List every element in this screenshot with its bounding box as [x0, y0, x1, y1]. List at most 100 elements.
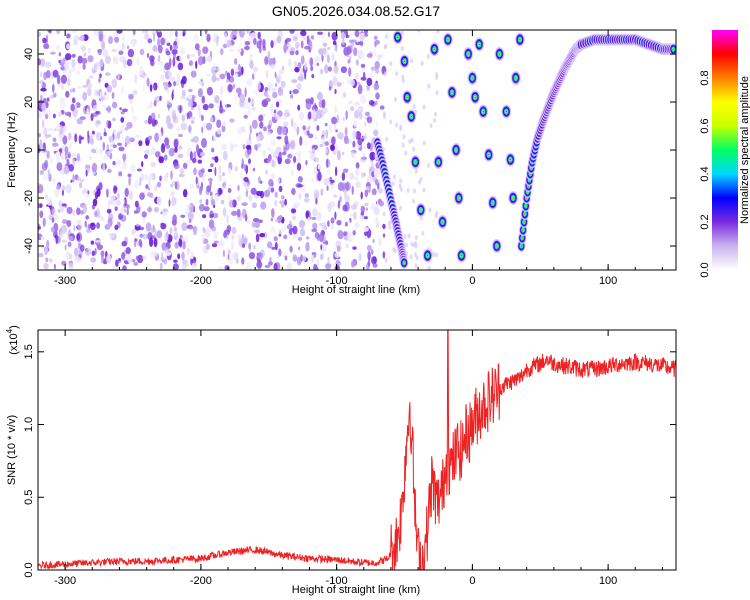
- noise-speckle: [121, 34, 126, 41]
- noise-speckle: [202, 46, 209, 54]
- noise-speckle: [85, 215, 89, 220]
- harmonic-spot: [515, 77, 517, 79]
- noise-speckle: [348, 66, 352, 77]
- noise-speckle: [42, 217, 46, 227]
- noise-speckle: [95, 147, 99, 156]
- noise-speckle: [251, 221, 255, 229]
- noise-speckle: [367, 251, 371, 260]
- noise-speckle: [336, 114, 339, 124]
- noise-speckle: [299, 136, 303, 146]
- noise-speckle: [195, 60, 198, 69]
- noise-speckle: [436, 30, 440, 34]
- noise-speckle: [153, 84, 156, 90]
- noise-speckle: [270, 217, 274, 222]
- noise-speckle: [403, 234, 407, 240]
- noise-speckle: [150, 161, 156, 168]
- noise-speckle: [71, 97, 76, 104]
- noise-speckle: [326, 169, 331, 174]
- noise-speckle: [61, 84, 64, 90]
- noise-speckle: [124, 142, 127, 148]
- noise-speckle: [289, 50, 295, 56]
- noise-speckle: [351, 151, 356, 159]
- colorbar-gradient: [712, 30, 738, 270]
- noise-speckle: [190, 70, 197, 78]
- noise-speckle: [211, 147, 215, 153]
- noise-speckle: [128, 176, 131, 186]
- noise-speckle: [334, 104, 337, 114]
- noise-speckle: [231, 234, 235, 240]
- noise-speckle: [252, 66, 259, 73]
- noise-speckle: [231, 30, 238, 38]
- noise-speckle: [382, 251, 386, 259]
- noise-speckle: [81, 57, 88, 64]
- noise-speckle: [311, 147, 316, 155]
- noise-speckle: [114, 206, 118, 212]
- harmonic-spot: [451, 91, 453, 94]
- noise-speckle: [158, 156, 164, 164]
- noise-speckle: [77, 176, 81, 181]
- noise-speckle: [250, 187, 257, 195]
- noise-speckle: [355, 162, 360, 169]
- noise-speckle: [291, 79, 298, 84]
- noise-speckle: [308, 41, 313, 51]
- noise-speckle: [181, 251, 185, 261]
- noise-speckle: [355, 72, 359, 80]
- noise-speckle: [321, 47, 327, 55]
- noise-speckle: [149, 83, 153, 92]
- noise-speckle: [61, 219, 68, 224]
- noise-speckle: [326, 54, 330, 64]
- noise-speckle: [389, 61, 393, 67]
- noise-speckle: [361, 171, 364, 179]
- noise-speckle: [330, 144, 335, 152]
- noise-speckle: [272, 112, 278, 118]
- noise-speckle: [60, 74, 67, 85]
- noise-speckle: [364, 202, 369, 206]
- noise-speckle: [315, 197, 318, 205]
- snr-y-axis-title: SNR (10 * v/v): [6, 415, 18, 485]
- noise-speckle: [399, 187, 403, 192]
- noise-speckle: [373, 48, 377, 57]
- noise-speckle: [339, 196, 342, 203]
- noise-speckle: [328, 86, 332, 91]
- noise-speckle: [172, 263, 179, 270]
- track-point: [525, 205, 527, 207]
- noise-speckle: [122, 199, 126, 205]
- noise-speckle: [313, 189, 318, 193]
- noise-speckle: [290, 208, 297, 214]
- noise-speckle: [175, 30, 178, 38]
- noise-speckle: [309, 57, 314, 67]
- noise-speckle: [154, 119, 158, 126]
- harmonic-spot: [509, 158, 511, 161]
- noise-speckle: [216, 119, 222, 128]
- noise-speckle: [357, 49, 364, 60]
- noise-speckle: [276, 76, 280, 84]
- noise-speckle: [264, 97, 271, 103]
- noise-speckle: [365, 111, 370, 117]
- noise-speckle: [295, 183, 302, 188]
- noise-speckle: [154, 228, 157, 239]
- noise-speckle: [358, 253, 362, 262]
- noise-speckle: [286, 43, 292, 48]
- track-point: [523, 221, 525, 223]
- noise-speckle: [132, 89, 138, 96]
- noise-speckle: [142, 30, 149, 34]
- track-point: [521, 237, 523, 239]
- noise-speckle: [263, 231, 268, 239]
- noise-speckle: [134, 134, 140, 138]
- noise-speckle: [59, 97, 66, 102]
- noise-speckle: [56, 74, 61, 85]
- noise-speckle: [163, 81, 169, 91]
- noise-speckle: [109, 148, 113, 153]
- noise-speckle: [248, 158, 251, 165]
- noise-speckle: [119, 130, 122, 134]
- noise-speckle: [202, 214, 207, 219]
- noise-speckle: [352, 140, 356, 148]
- noise-speckle: [349, 79, 355, 87]
- noise-speckle: [270, 187, 275, 193]
- noise-speckle: [122, 160, 127, 171]
- noise-speckle: [278, 185, 283, 193]
- noise-speckle: [73, 116, 78, 121]
- noise-speckle: [214, 95, 220, 104]
- noise-speckle: [121, 240, 128, 247]
- noise-speckle: [206, 86, 213, 96]
